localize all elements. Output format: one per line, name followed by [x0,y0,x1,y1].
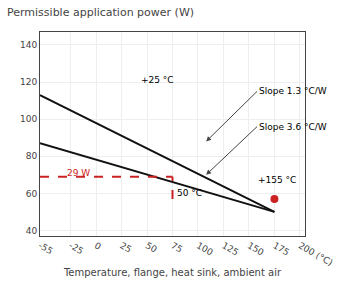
svg-text:29 W: 29 W [67,168,90,178]
svg-text:-25: -25 [67,240,85,256]
svg-text:50 °C: 50 °C [177,188,202,198]
svg-text:50: 50 [144,240,159,255]
svg-text:80: 80 [26,151,38,161]
svg-text:0: 0 [93,240,103,252]
svg-text:40: 40 [26,226,38,236]
svg-text:Temperature, flange, heat sink: Temperature, flange, heat sink, ambient … [63,267,282,278]
svg-text:200 (°C): 200 (°C) [297,240,335,268]
svg-text:125: 125 [220,240,240,257]
svg-text:+155 °C: +155 °C [258,175,296,185]
svg-text:-55: -55 [37,240,55,256]
svg-text:Slope 1.3 °C/W: Slope 1.3 °C/W [259,86,327,96]
svg-text:120: 120 [20,77,37,87]
svg-text:150: 150 [246,240,266,257]
svg-text:175: 175 [271,240,291,257]
svg-text:100: 100 [20,114,37,124]
svg-text:100: 100 [195,240,215,257]
svg-text:Slope 3.6 °C/W: Slope 3.6 °C/W [259,122,327,132]
svg-text:25: 25 [118,240,133,254]
svg-text:60: 60 [26,189,38,199]
svg-text:140: 140 [20,40,37,50]
svg-text:Permissible application power: Permissible application power (W) [7,6,194,19]
svg-text:+25 °C: +25 °C [141,75,174,85]
svg-text:75: 75 [169,240,184,254]
